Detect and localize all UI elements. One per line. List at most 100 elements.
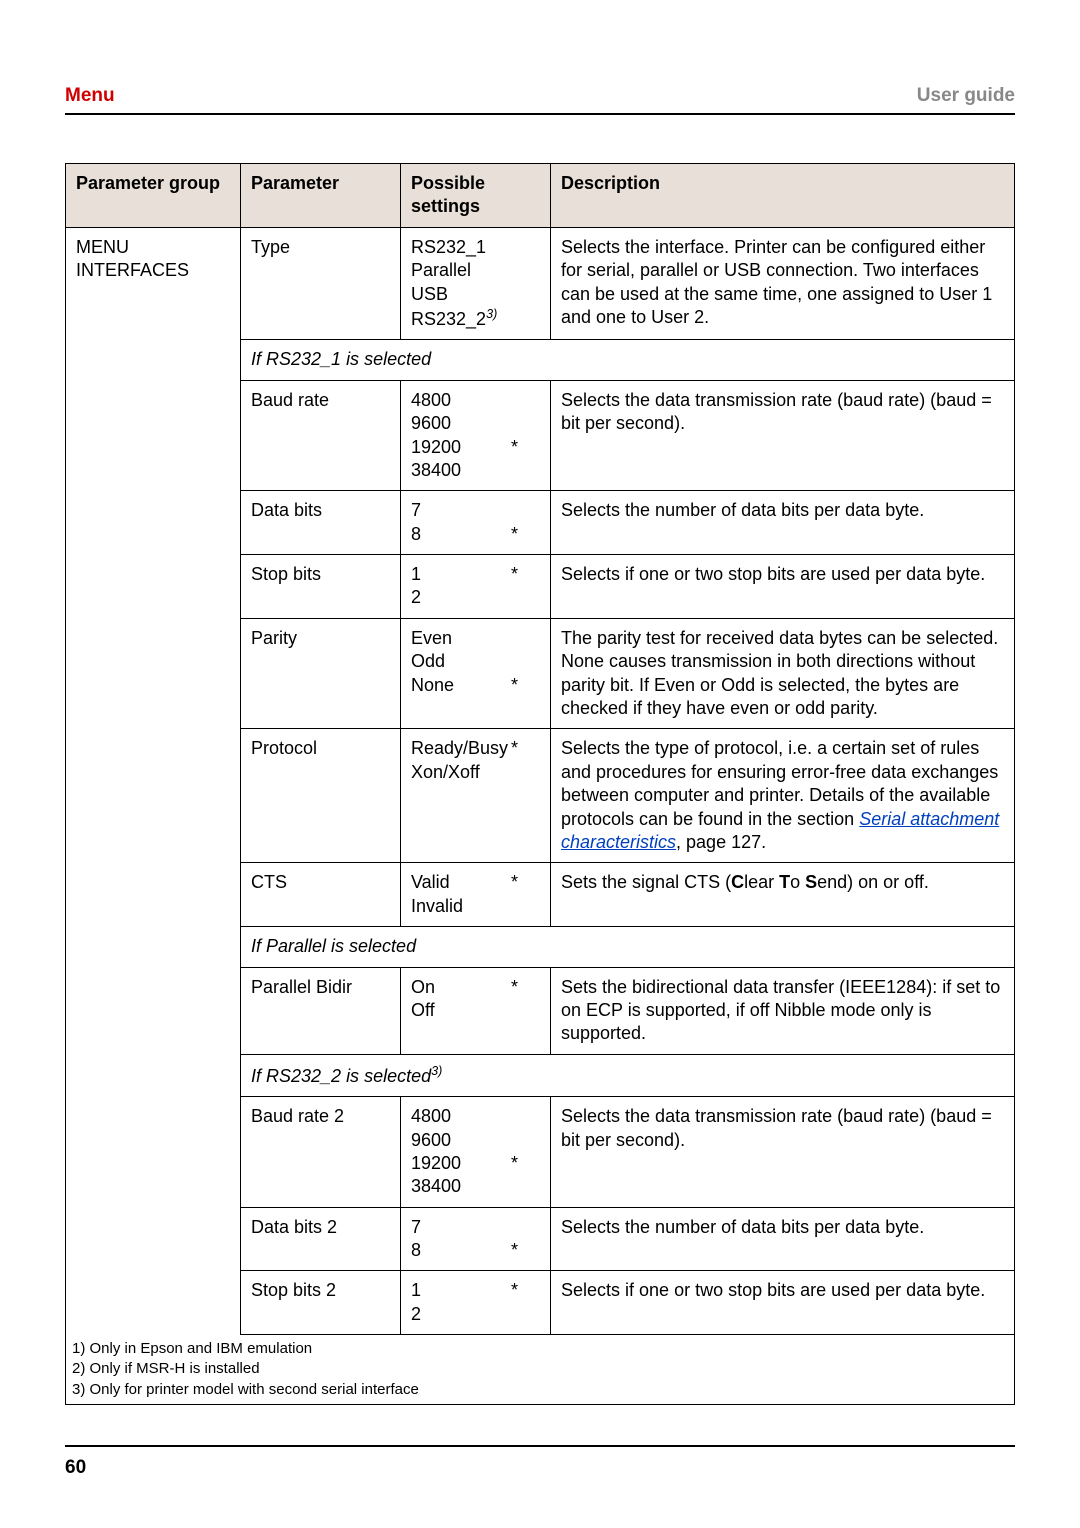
group-cell-cont (66, 340, 241, 380)
parameter-cell: Parity (241, 618, 401, 729)
setting-option: 38400 (411, 459, 528, 482)
table-row: Baud rate4800960019200*38400Selects the … (66, 380, 1015, 491)
page: Menu User guide Parameter group Paramete… (0, 0, 1080, 1519)
default-star-icon: * (511, 436, 518, 459)
default-star-icon: * (511, 1279, 518, 1302)
description-cell: Selects the data transmission rate (baud… (551, 1097, 1015, 1208)
parameter-cell: Parallel Bidir (241, 967, 401, 1054)
page-footer: 60 (65, 1445, 1015, 1479)
setting-option: USB (411, 283, 528, 306)
description-cell: Selects the data transmission rate (baud… (551, 380, 1015, 491)
description-cell: Selects if one or two stop bits are used… (551, 555, 1015, 619)
setting-option: Ready/Busy* (411, 737, 528, 760)
description-cell: Sets the signal CTS (Clear To Send) on o… (551, 863, 1015, 927)
setting-option: Off (411, 999, 528, 1022)
setting-option: Parallel (411, 259, 528, 282)
parameter-cell: Protocol (241, 729, 401, 863)
section-heading: If RS232_2 is selected3) (241, 1054, 1015, 1096)
parameter-cell: Stop bits (241, 555, 401, 619)
group-cell-cont (66, 555, 241, 619)
parameter-cell: Stop bits 2 (241, 1271, 401, 1335)
setting-option: 38400 (411, 1175, 528, 1198)
settings-cell: RS232_1ParallelUSBRS232_23) (401, 227, 551, 340)
group-cell-cont (66, 729, 241, 863)
setting-option: RS232_23) (411, 306, 528, 331)
section-heading: If Parallel is selected (241, 927, 1015, 967)
default-star-icon: * (511, 1152, 518, 1175)
table-header-row: Parameter group Parameter Possible setti… (66, 164, 1015, 228)
group-cell-cont (66, 1054, 241, 1096)
table-row: Protocol Ready/Busy*Xon/Xoff Selects the t… (66, 729, 1015, 863)
parameter-cell: Type (241, 227, 401, 340)
section-heading-row: If Parallel is selected (66, 927, 1015, 967)
parameter-group-cell: MENUINTERFACES (66, 227, 241, 340)
table-row: Data bits 78* Selects the number of data b… (66, 491, 1015, 555)
page-number: 60 (65, 1457, 86, 1478)
setting-option: 8* (411, 523, 528, 546)
settings-cell: On*Off (401, 967, 551, 1054)
settings-cell: 1*2 (401, 555, 551, 619)
header-right: User guide (917, 85, 1015, 107)
default-star-icon: * (511, 737, 518, 760)
setting-option: On* (411, 976, 528, 999)
default-star-icon: * (511, 1239, 518, 1262)
group-cell-cont (66, 1207, 241, 1271)
group-cell-cont (66, 380, 241, 491)
table-row: MENUINTERFACESTypeRS232_1ParallelUSBRS23… (66, 227, 1015, 340)
setting-option: 2 (411, 1303, 528, 1326)
col-header: Parameter (241, 164, 401, 228)
parameter-table: Parameter group Parameter Possible setti… (65, 163, 1015, 1335)
group-cell-cont (66, 491, 241, 555)
setting-option: 1* (411, 1279, 528, 1302)
setting-option: 4800 (411, 1105, 528, 1128)
settings-cell: 4800960019200*38400 (401, 1097, 551, 1208)
page-header: Menu User guide (65, 85, 1015, 115)
group-cell-cont (66, 927, 241, 967)
group-cell-cont (66, 1271, 241, 1335)
group-cell-cont (66, 618, 241, 729)
settings-cell: 4800960019200*38400 (401, 380, 551, 491)
footnote: 1) Only in Epson and IBM emulation (72, 1339, 1008, 1359)
setting-option: RS232_1 (411, 236, 528, 259)
settings-cell: Valid*Invalid (401, 863, 551, 927)
group-cell-cont (66, 1097, 241, 1208)
section-heading-row: If RS232_2 is selected3) (66, 1054, 1015, 1096)
setting-option: 4800 (411, 389, 528, 412)
description-cell: Selects the type of protocol, i.e. a cer… (551, 729, 1015, 863)
setting-option: 1* (411, 563, 528, 586)
parameter-cell: Baud rate 2 (241, 1097, 401, 1208)
table-row: ParityEvenOddNone*The parity test for re… (66, 618, 1015, 729)
table-row: Data bits 278*Selects the number of data… (66, 1207, 1015, 1271)
table-row: Parallel BidirOn*OffSets the bidirection… (66, 967, 1015, 1054)
setting-option: 2 (411, 586, 528, 609)
default-star-icon: * (511, 871, 518, 894)
default-star-icon: * (511, 674, 518, 697)
setting-option: Invalid (411, 895, 528, 918)
parameter-cell: Data bits (241, 491, 401, 555)
default-star-icon: * (511, 976, 518, 999)
group-cell-cont (66, 863, 241, 927)
description-cell: Selects the interface. Printer can be co… (551, 227, 1015, 340)
default-star-icon: * (511, 563, 518, 586)
parameter-cell: Data bits 2 (241, 1207, 401, 1271)
setting-option: Xon/Xoff (411, 761, 528, 784)
default-star-icon: * (511, 523, 518, 546)
parameter-cell: Baud rate (241, 380, 401, 491)
description-cell: Selects the number of data bits per data… (551, 491, 1015, 555)
description-cell: Selects the number of data bits per data… (551, 1207, 1015, 1271)
group-cell-cont (66, 967, 241, 1054)
description-cell: Selects if one or two stop bits are used… (551, 1271, 1015, 1335)
setting-option: 19200* (411, 436, 528, 459)
description-cell: Sets the bidirectional data transfer (IE… (551, 967, 1015, 1054)
table-row: Baud rate 24800960019200*38400Selects th… (66, 1097, 1015, 1208)
setting-option: Valid* (411, 871, 528, 894)
setting-option: 7 (411, 499, 528, 522)
col-header: Parameter group (66, 164, 241, 228)
footnotes: 1) Only in Epson and IBM emulation 2) On… (65, 1335, 1015, 1405)
settings-cell: 1*2 (401, 1271, 551, 1335)
setting-option: Even (411, 627, 528, 650)
footnote: 2) Only if MSR-H is installed (72, 1359, 1008, 1379)
parameter-cell: CTS (241, 863, 401, 927)
col-header: Possible settings (401, 164, 551, 228)
header-left: Menu (65, 85, 115, 107)
